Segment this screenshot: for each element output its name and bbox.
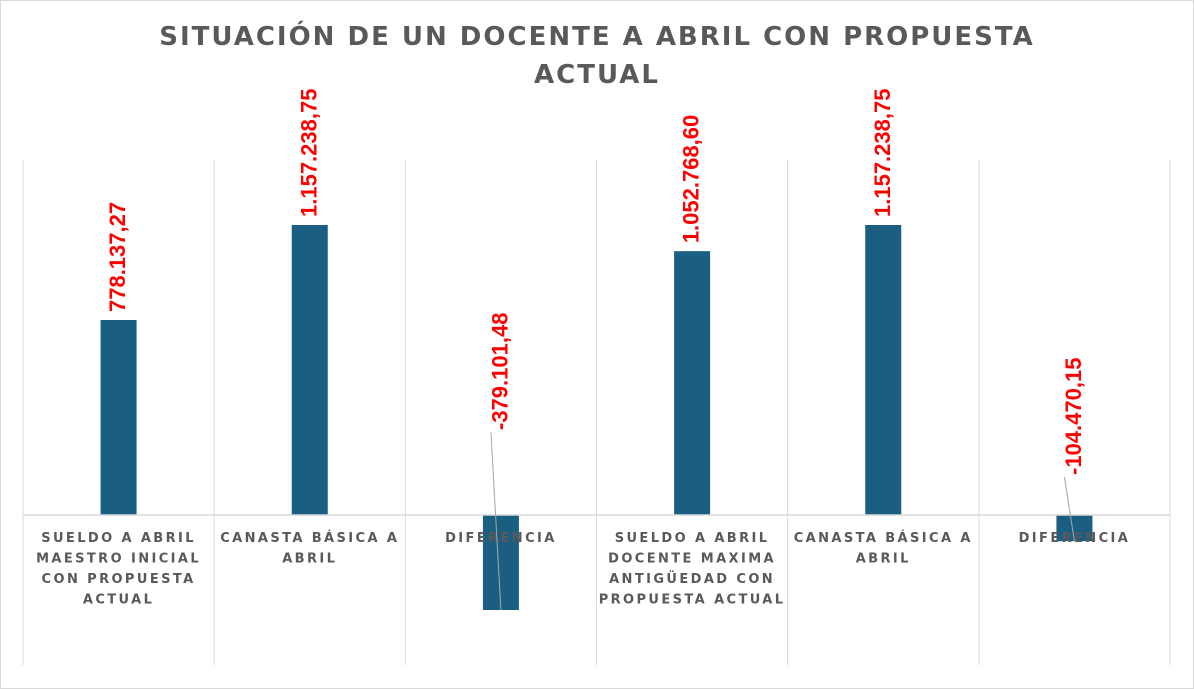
- category-label: DIFERENCIA: [1019, 531, 1131, 546]
- category-label: PROPUESTA ACTUAL: [599, 593, 786, 608]
- data-label: 778.137,27: [105, 202, 130, 312]
- data-label: -104.470,15: [1061, 358, 1086, 475]
- leader-line: [490, 431, 502, 611]
- chart-title-line-1: SITUACIÓN DE UN DOCENTE A ABRIL CON PROP…: [159, 22, 1035, 52]
- category-label: CANASTA BÁSICA A: [794, 530, 973, 546]
- data-label: -379.101,48: [487, 313, 512, 430]
- category-label: ANTIGÜEDAD CON: [609, 571, 775, 587]
- data-label: 1.157.238,75: [296, 89, 321, 217]
- bar: [1056, 515, 1093, 542]
- category-label: CANASTA BÁSICA A: [220, 530, 399, 546]
- bar: [482, 515, 519, 611]
- leader-line: [1063, 476, 1075, 542]
- bar: [865, 225, 902, 515]
- category-label: ACTUAL: [83, 593, 154, 608]
- bar: [100, 320, 137, 515]
- category-label: DIFERENCIA: [445, 531, 557, 546]
- category-label: SUELDO A ABRIL: [41, 531, 196, 546]
- category-label: DOCENTE MAXIMA: [608, 552, 776, 567]
- chart-title: SITUACIÓN DE UN DOCENTE A ABRIL CON PROP…: [0, 18, 1194, 94]
- category-label: ABRIL: [282, 552, 337, 567]
- category-label: MAESTRO INICIAL: [36, 552, 201, 567]
- data-label: 1.157.238,75: [870, 89, 895, 217]
- data-label: 1.052.768,60: [679, 115, 704, 243]
- category-label: SUELDO A ABRIL: [615, 531, 770, 546]
- category-label: CON PROPUESTA: [42, 572, 196, 587]
- bar: [674, 251, 711, 515]
- category-label: ABRIL: [856, 552, 911, 567]
- bar: [291, 225, 328, 515]
- chart-title-line-2: ACTUAL: [534, 60, 660, 90]
